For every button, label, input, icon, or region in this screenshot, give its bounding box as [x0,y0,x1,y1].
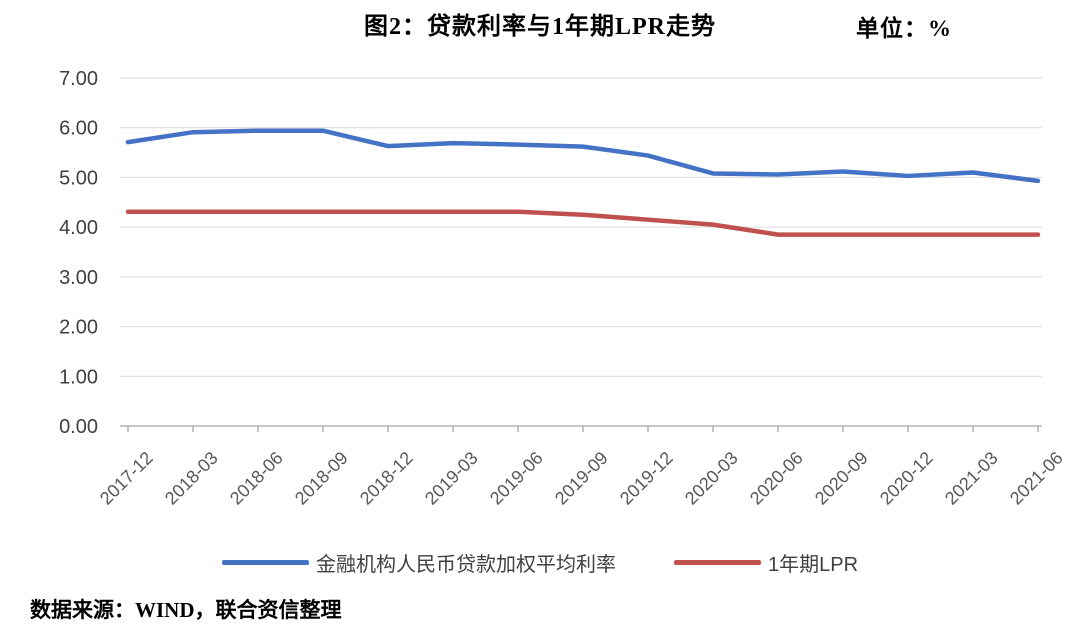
x-axis-tick-label: 2018-12 [356,448,417,509]
x-axis-tick-label: 2019-09 [551,448,612,509]
chart-title: 图2：贷款利率与1年期LPR走势 [364,14,716,40]
x-axis-tick-label: 2017-12 [96,448,157,509]
y-axis-tick-label: 2.00 [59,317,98,339]
series-line-0 [125,128,1041,184]
x-axis-tick-label: 2019-03 [421,448,482,509]
x-axis-tick-label: 2020-12 [876,448,937,509]
y-axis-tick-label: 7.00 [59,68,98,90]
legend-label-loan-rate: 金融机构人民币贷款加权平均利率 [315,554,616,576]
x-axis-tick-label: 2019-06 [486,448,547,509]
x-axis-tick-label: 2020-03 [681,448,742,509]
legend-line-blue [221,560,309,565]
chart-legend: 金融机构人民币贷款加权平均利率 1年期LPR [0,548,1080,577]
x-axis-tick-label: 2021-06 [1006,448,1067,509]
x-axis-tick-label: 2018-09 [291,448,352,509]
x-axis-tick-label: 2018-06 [226,448,287,509]
y-axis-tick-label: 4.00 [59,217,98,239]
x-axis-tick-label: 2019-12 [616,448,677,509]
legend-item-loan-rate: 金融机构人民币贷款加权平均利率 [221,548,616,577]
y-axis-tick-label: 6.00 [59,118,98,140]
y-axis-tick-label: 1.00 [59,366,98,388]
series-line-1 [125,209,1041,237]
y-axis-tick-label: 0.00 [59,416,98,438]
x-axis-tick-label: 2021-03 [941,448,1002,509]
legend-line-red [673,560,761,565]
source-note: 数据来源：WIND，联合资信整理 [30,598,342,622]
x-axis-tick-label: 2020-06 [746,448,807,509]
x-axis-tick-label: 2020-09 [811,448,872,509]
y-axis-tick-label: 3.00 [59,267,98,289]
legend-item-lpr: 1年期LPR [673,548,859,577]
y-axis-tick-label: 5.00 [59,167,98,189]
legend-label-lpr: 1年期LPR [767,554,859,576]
x-axis-tick-label: 2018-03 [161,448,222,509]
chart-unit-label: 单位：% [856,16,952,41]
